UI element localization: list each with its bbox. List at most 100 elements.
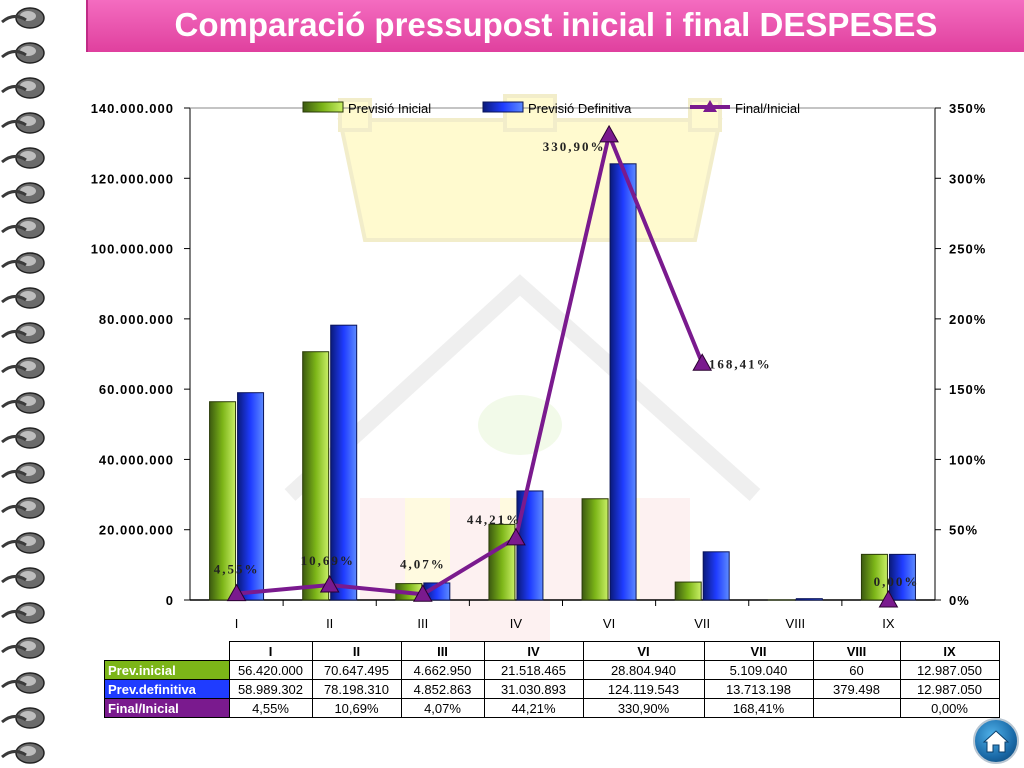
table-cell: 21.518.465 bbox=[483, 660, 584, 680]
table-cell: 4.852.863 bbox=[400, 679, 485, 699]
spiral-ring bbox=[1, 672, 45, 694]
bar-previsio-inicial bbox=[302, 351, 330, 601]
y-tick-label: 0 bbox=[166, 593, 174, 608]
home-button[interactable] bbox=[973, 718, 1019, 764]
point-label: 44,21% bbox=[467, 512, 521, 527]
y2-tick-label: 50% bbox=[949, 523, 978, 538]
title-bar: Comparació pressupost inicial i final DE… bbox=[86, 0, 1024, 52]
x-tick-label: II bbox=[326, 616, 333, 631]
y-tick-label: 140.000.000 bbox=[91, 101, 174, 116]
table-cell bbox=[812, 698, 901, 718]
x-tick-label: I bbox=[235, 616, 239, 631]
legend-swatch-green bbox=[302, 101, 344, 113]
x-tick-label: IV bbox=[510, 616, 523, 631]
table-cell: 12.987.050 bbox=[899, 660, 1000, 680]
data-table: I II III IV VI VII VIII IX Prev.inicial 56.420.0… bbox=[104, 641, 1000, 718]
table-cell: 379.498 bbox=[812, 679, 901, 699]
spiral-ring bbox=[1, 462, 45, 484]
y2-tick-label: 350% bbox=[949, 101, 986, 116]
y-tick-label: 20.000.000 bbox=[99, 523, 174, 538]
table-cell: 58.989.302 bbox=[228, 679, 313, 699]
bar-previsio-definitiva bbox=[516, 490, 544, 601]
line-marker bbox=[226, 583, 247, 602]
bar-previsio-definitiva bbox=[237, 392, 265, 601]
table-col-header: II bbox=[311, 641, 402, 661]
bar-previsio-definitiva bbox=[888, 553, 916, 601]
table-cell: 0,00% bbox=[899, 698, 1000, 718]
table-cell: 5.109.040 bbox=[703, 660, 814, 680]
spiral-ring bbox=[1, 77, 45, 99]
point-label: 0,00% bbox=[874, 574, 920, 589]
y-tick-label: 80.000.000 bbox=[99, 312, 174, 327]
table-row-label: Prev.inicial bbox=[104, 660, 230, 680]
legend-swatch-blue bbox=[482, 101, 524, 113]
y-tick-label: 60.000.000 bbox=[99, 382, 174, 397]
table-col-header: IV bbox=[483, 641, 584, 661]
line-marker bbox=[692, 353, 713, 371]
y2-tick-label: 150% bbox=[949, 382, 986, 397]
spiral-ring bbox=[1, 322, 45, 344]
line-final-inicial bbox=[236, 128, 705, 597]
table-cell: 4.662.950 bbox=[400, 660, 485, 680]
table-cell: 44,21% bbox=[483, 698, 584, 718]
legend-item-previsio-definitiva: Previsió Definitiva bbox=[482, 101, 632, 116]
table-row: Final/Inicial 4,55% 10,69% 4,07% 44,21% 330,9… bbox=[104, 698, 1000, 718]
table-col-header: VIII bbox=[812, 641, 901, 661]
y-tick-label: 120.000.000 bbox=[91, 171, 174, 186]
table-cell: 330,90% bbox=[582, 698, 705, 718]
table-col-header: VI bbox=[582, 641, 705, 661]
spiral-ring bbox=[1, 427, 45, 449]
table-cell: 60 bbox=[812, 660, 901, 680]
y2-tick-label: 200% bbox=[949, 312, 986, 327]
y2-tick-label: 0% bbox=[949, 593, 970, 608]
legend-label: Previsió Definitiva bbox=[528, 101, 632, 116]
table-row: Prev.definitiva 58.989.302 78.198.310 4.852… bbox=[104, 679, 1000, 699]
bar-previsio-inicial bbox=[488, 523, 516, 601]
table-cell: 4,55% bbox=[228, 698, 313, 718]
spiral-ring bbox=[1, 707, 45, 729]
spiral-ring bbox=[1, 602, 45, 624]
notebook-spiral-binding bbox=[1, 7, 45, 764]
legend-marker bbox=[703, 100, 717, 112]
table-cell: 10,69% bbox=[311, 698, 402, 718]
table-cell: 13.713.198 bbox=[703, 679, 814, 699]
point-label: 4,55% bbox=[214, 562, 260, 577]
bar-previsio-inicial bbox=[209, 401, 237, 601]
spiral-ring bbox=[1, 567, 45, 589]
x-tick-label: VI bbox=[603, 616, 615, 631]
home-icon bbox=[982, 730, 1010, 753]
spiral-ring bbox=[1, 532, 45, 554]
coat-of-arms-watermark bbox=[284, 94, 761, 710]
table-cell: 31.030.893 bbox=[483, 679, 584, 699]
page-title: Comparació pressupost inicial i final DE… bbox=[174, 6, 938, 43]
x-tick-label: IX bbox=[882, 616, 895, 631]
legend-label: Previsió Inicial bbox=[348, 101, 431, 116]
spiral-ring bbox=[1, 287, 45, 309]
table-cell: 28.804.940 bbox=[582, 660, 705, 680]
point-label: 330,90% bbox=[543, 139, 606, 154]
table-col-header: I bbox=[228, 641, 313, 661]
bar-previsio-inicial bbox=[674, 581, 702, 601]
table-cell: 78.198.310 bbox=[311, 679, 402, 699]
table-row: Prev.inicial 56.420.000 70.647.495 4.662.95… bbox=[104, 660, 1000, 680]
spiral-ring bbox=[1, 182, 45, 204]
x-tick-label: VIII bbox=[786, 616, 806, 631]
spiral-ring bbox=[1, 742, 45, 764]
y2-tick-label: 300% bbox=[949, 171, 986, 186]
line-marker bbox=[599, 124, 619, 143]
point-label: 4,07% bbox=[400, 556, 446, 571]
table-cell: 70.647.495 bbox=[311, 660, 402, 680]
y-tick-label: 40.000.000 bbox=[99, 452, 174, 467]
spiral-ring bbox=[1, 147, 45, 169]
bar-previsio-inicial bbox=[581, 498, 609, 601]
line-marker bbox=[319, 574, 340, 593]
table-cell: 124.119.543 bbox=[582, 679, 705, 699]
table-row-label: Final/Inicial bbox=[104, 698, 230, 718]
legend-item-final-inicial: Final/Inicial bbox=[690, 100, 800, 116]
spiral-ring bbox=[1, 392, 45, 414]
table-row-label: Prev.definitiva bbox=[104, 679, 230, 699]
bar-previsio-definitiva bbox=[609, 163, 637, 601]
table-col-header: VII bbox=[703, 641, 814, 661]
spiral-ring bbox=[1, 637, 45, 659]
line-marker bbox=[412, 584, 433, 602]
